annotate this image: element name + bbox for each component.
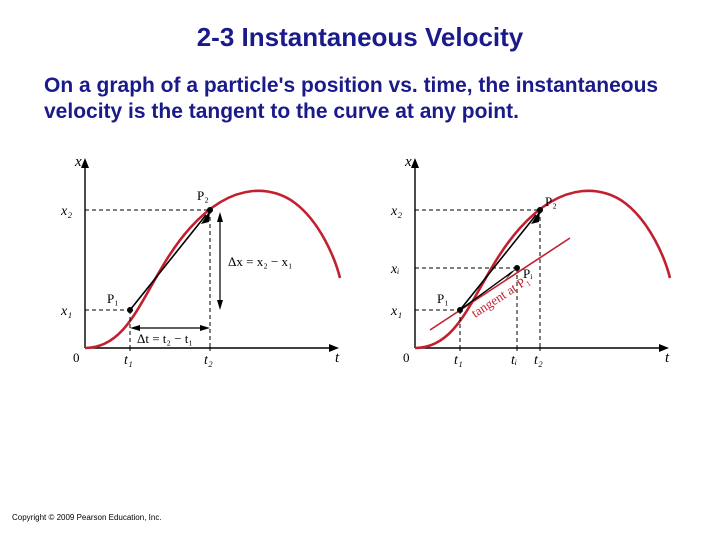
x1-tick-b: x₁ xyxy=(390,304,402,319)
figure-a: x t 0 Δx = x₂ − x₁ Δt = t₂ − t₁ xyxy=(45,148,345,383)
p1-label: P₁ xyxy=(107,291,119,306)
point-p2 xyxy=(207,207,213,213)
position-curve-b xyxy=(415,190,670,347)
figure-a-svg: x t 0 Δx = x₂ − x₁ Δt = t₂ − t₁ xyxy=(45,148,345,378)
y-axis-arrow xyxy=(81,158,89,168)
x-axis-label-b: t xyxy=(665,350,670,366)
pi-label-b: Pᵢ xyxy=(523,266,533,281)
chord-line xyxy=(130,215,206,310)
t1-tick: t₁ xyxy=(124,353,133,368)
y-axis-label: x xyxy=(74,154,82,170)
x1-tick: x₁ xyxy=(60,304,72,319)
page-title: 2-3 Instantaneous Velocity xyxy=(0,0,720,53)
point-pi-b xyxy=(514,265,520,271)
figure-row: x t 0 Δx = x₂ − x₁ Δt = t₂ − t₁ xyxy=(0,126,720,383)
origin-label: 0 xyxy=(73,350,80,365)
delta-x-arrow-down xyxy=(217,300,223,310)
position-curve xyxy=(85,190,340,347)
y-axis-label-b: x xyxy=(404,154,412,170)
delta-x-label: Δx = x₂ − x₁ xyxy=(228,254,293,269)
x2-tick-b: x₂ xyxy=(390,204,402,219)
delta-x-arrow-up xyxy=(217,212,223,222)
t2-tick-b: t₂ xyxy=(534,353,543,368)
p2-label-b: P₂ xyxy=(545,194,557,209)
y-axis-arrow-b xyxy=(411,158,419,168)
point-p1-b xyxy=(457,307,463,313)
t1-tick-b: t₁ xyxy=(454,353,463,368)
xi-tick-b: xᵢ xyxy=(390,262,399,277)
origin-label-b: 0 xyxy=(403,350,410,365)
x2-tick: x₂ xyxy=(60,204,72,219)
x-axis-label: t xyxy=(335,350,340,366)
tangent-line xyxy=(430,238,570,330)
p1-label-b: P₁ xyxy=(437,291,449,306)
p2-label: P₂ xyxy=(197,188,209,203)
figure-b: x t 0 tangent at P₁ P₁ P₂ xyxy=(375,148,675,383)
point-p1 xyxy=(127,307,133,313)
figure-b-svg: x t 0 tangent at P₁ P₁ P₂ xyxy=(375,148,675,378)
ti-tick-b: tᵢ xyxy=(511,353,517,368)
copyright-text: Copyright © 2009 Pearson Education, Inc. xyxy=(12,513,162,522)
delta-t-arrow-right xyxy=(200,325,210,331)
t2-tick: t₂ xyxy=(204,353,213,368)
point-p2-b xyxy=(537,207,543,213)
body-paragraph: On a graph of a particle's position vs. … xyxy=(0,53,720,126)
delta-t-label: Δt = t₂ − t₁ xyxy=(137,331,193,346)
